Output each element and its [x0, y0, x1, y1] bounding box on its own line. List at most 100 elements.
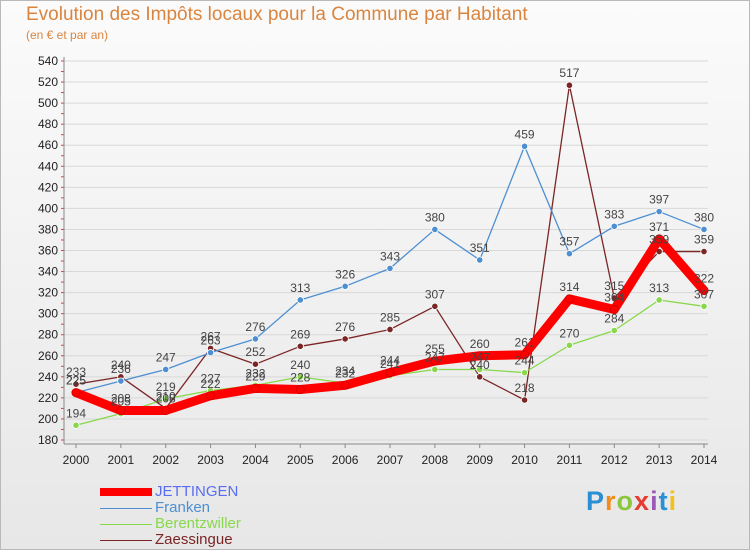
data-point-zaessingue-2004	[251, 360, 260, 368]
data-label-zaessingue-2009: 240	[470, 358, 490, 372]
data-point-berentzwiller-2008	[431, 365, 439, 374]
data-point-jettingen-2013	[654, 234, 664, 244]
data-point-berentzwiller-2012	[610, 326, 618, 335]
data-point-franken-2013	[655, 207, 663, 216]
data-label-berentzwiller-2010: 244	[515, 354, 535, 368]
data-point-zaessingue-2008	[431, 302, 439, 310]
y-tick-label-480: 480	[38, 117, 58, 131]
data-point-franken-2010	[520, 142, 529, 150]
data-label-franken-2006: 326	[335, 267, 355, 281]
y-tick-label-240: 240	[38, 370, 58, 384]
logo-letter: x	[634, 486, 651, 516]
x-tick-label-2003: 2003	[197, 453, 224, 467]
data-label-franken-2002: 247	[156, 350, 176, 364]
data-label-jettingen-2014: 322	[694, 272, 714, 286]
y-tick-label-260: 260	[38, 349, 58, 363]
data-point-jettingen-2012	[609, 305, 619, 314]
logo-letter: i	[668, 486, 678, 516]
data-label-berentzwiller-2013: 313	[649, 281, 669, 295]
data-label-zaessingue-2008: 307	[425, 287, 445, 301]
data-point-jettingen-2001	[116, 406, 126, 415]
y-tick-label-400: 400	[38, 201, 58, 215]
data-point-zaessingue-2005	[296, 342, 304, 350]
x-tick-label-2001: 2001	[108, 453, 135, 467]
data-point-franken-2004	[251, 335, 260, 343]
x-tick-label-2009: 2009	[466, 453, 493, 467]
data-point-berentzwiller-2011	[565, 341, 574, 349]
data-point-jettingen-2006	[340, 380, 350, 390]
data-point-franken-2005	[296, 296, 304, 304]
y-tick-label-320: 320	[38, 286, 58, 300]
legend-item-franken: Franken	[100, 500, 241, 516]
legend-label-berentzwiller: Berentzwiller	[155, 515, 241, 532]
legend-swatch-franken	[100, 507, 152, 509]
data-point-franken-2011	[565, 250, 574, 258]
data-label-zaessingue-2000: 233	[66, 365, 86, 379]
data-label-berentzwiller-2001: 205	[111, 395, 131, 409]
logo-letter: P	[586, 486, 606, 516]
data-point-jettingen-2002	[161, 406, 171, 415]
chart-title: Evolution des Impôts locaux pour la Comm…	[26, 4, 528, 25]
x-tick-label-2013: 2013	[646, 453, 673, 467]
data-point-jettingen-2011	[565, 294, 574, 304]
data-point-franken-2003	[206, 349, 215, 357]
data-point-berentzwiller-2013	[655, 296, 663, 304]
data-label-jettingen-2006: 232	[335, 366, 355, 380]
logo-letter: t	[658, 486, 669, 516]
x-tick-label-2011: 2011	[557, 453, 583, 467]
data-label-franken-2005: 313	[290, 281, 310, 295]
legend: JETTINGEN Franken Berentzwiller Zaessing…	[100, 484, 241, 548]
data-point-franken-2001	[117, 377, 125, 385]
data-label-jettingen-2012: 304	[604, 290, 624, 304]
y-tick-label-380: 380	[38, 222, 58, 236]
data-point-zaessingue-2014	[700, 247, 708, 256]
data-point-jettingen-2010	[520, 350, 529, 360]
y-tick-label-300: 300	[38, 307, 58, 321]
data-label-zaessingue-2007: 285	[380, 310, 400, 324]
data-point-jettingen-2003	[206, 391, 215, 401]
x-tick-label-2014: 2014	[691, 453, 718, 467]
x-tick-label-2008: 2008	[422, 453, 449, 467]
data-point-franken-2002	[162, 365, 170, 374]
legend-label-zaessingue: Zaessingue	[155, 531, 233, 548]
x-tick-label-2007: 2007	[377, 453, 404, 467]
data-label-berentzwiller-2008: 247	[425, 350, 445, 364]
logo-letter: o	[616, 486, 635, 516]
y-tick-label-540: 540	[38, 54, 58, 68]
data-label-franken-2008: 380	[425, 210, 445, 224]
x-tick-label-2010: 2010	[511, 453, 538, 467]
data-label-zaessingue-2006: 276	[335, 320, 355, 334]
data-label-franken-2004: 276	[245, 320, 265, 334]
legend-label-franken: Franken	[155, 499, 211, 516]
data-point-franken-2009	[476, 256, 484, 264]
data-point-berentzwiller-2005	[296, 373, 304, 381]
legend-item-zaessingue: Zaessingue	[100, 532, 241, 548]
data-label-zaessingue-2010: 218	[515, 381, 535, 395]
data-label-jettingen-2000: 225	[66, 374, 86, 388]
data-point-jettingen-2007	[385, 368, 395, 378]
data-label-zaessingue-2005: 269	[290, 327, 310, 341]
y-tick-label-440: 440	[38, 159, 58, 173]
y-tick-label-360: 360	[38, 244, 58, 258]
data-label-jettingen-2007: 244	[380, 354, 400, 368]
data-point-franken-2007	[386, 264, 394, 272]
data-label-jettingen-2004: 229	[245, 369, 265, 383]
y-tick-label-220: 220	[38, 391, 58, 405]
data-point-berentzwiller-2010	[520, 369, 529, 377]
data-label-berentzwiller-2012: 284	[604, 312, 624, 326]
logo-letter: i	[650, 486, 659, 516]
data-label-franken-2011: 357	[559, 235, 579, 249]
data-label-berentzwiller-2009: 247	[470, 350, 490, 364]
data-label-franken-2012: 383	[604, 207, 624, 221]
data-label-zaessingue-2002: 210	[156, 389, 176, 403]
chart-subtitle: (en € et par an)	[26, 28, 109, 42]
data-label-jettingen-2003: 222	[201, 377, 221, 391]
x-tick-label-2012: 2012	[601, 453, 628, 467]
proxiti-logo: Proxiti	[586, 486, 677, 517]
data-label-berentzwiller-2014: 307	[694, 287, 714, 301]
legend-label-jettingen: JETTINGEN	[155, 483, 239, 500]
data-label-franken-2003: 263	[201, 334, 221, 348]
y-tick-label-340: 340	[38, 265, 58, 279]
data-point-jettingen-2008	[430, 356, 440, 366]
data-point-zaessingue-2011	[565, 81, 574, 89]
